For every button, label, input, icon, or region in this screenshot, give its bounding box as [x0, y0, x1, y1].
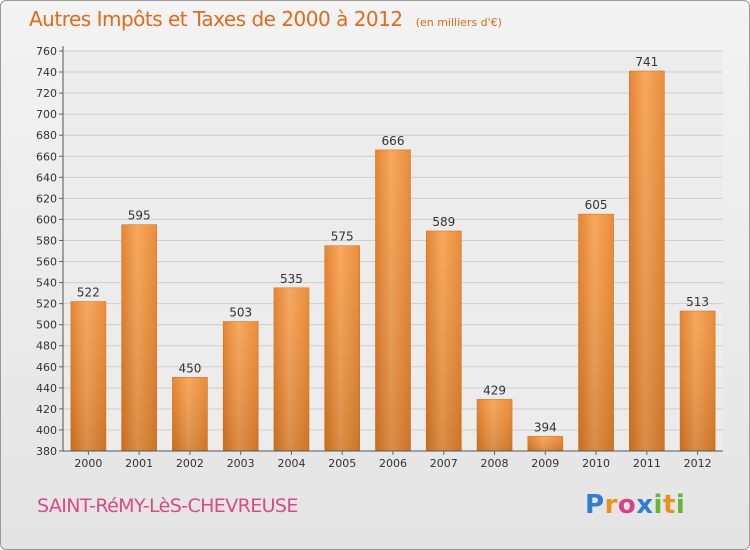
- bar-shade: [477, 399, 513, 451]
- bars: [70, 70, 716, 452]
- y-tick-label: 680: [36, 129, 57, 142]
- chart-title-row: Autres Impôts et Taxes de 2000 à 2012 (e…: [29, 7, 502, 31]
- bar-shade: [426, 231, 462, 451]
- bar-shade: [172, 377, 208, 451]
- data-label: 503: [229, 306, 252, 320]
- x-tick-label: 2000: [74, 457, 102, 470]
- bar-shade: [527, 436, 563, 451]
- y-tick-label: 520: [36, 298, 57, 311]
- x-tick-label: 2007: [430, 457, 458, 470]
- y-tick-label: 580: [36, 234, 57, 247]
- brand-logo: Proxiti: [585, 490, 685, 520]
- brand-letter: i: [675, 490, 686, 520]
- x-tick-label: 2002: [176, 457, 204, 470]
- data-label: 450: [178, 361, 201, 375]
- x-tick-label: 2006: [379, 457, 407, 470]
- chart-title: Autres Impôts et Taxes de 2000 à 2012: [29, 7, 403, 31]
- x-tick-label: 2011: [633, 457, 661, 470]
- brand-letter: t: [662, 490, 676, 520]
- x-tick-label: 2008: [481, 457, 509, 470]
- bar-shade: [223, 321, 259, 451]
- city-name: SAINT-RéMY-LèS-CHEVREUSE: [37, 495, 298, 517]
- bar-shade: [578, 214, 614, 451]
- y-tick-label: 500: [36, 319, 57, 332]
- y-tick-label: 380: [36, 445, 57, 458]
- y-tick-label: 700: [36, 108, 57, 121]
- data-label: 535: [280, 272, 303, 286]
- y-tick-labels: 380 400 420 440 460 480 500 520 540 560 580 600 620 6…: [36, 45, 57, 458]
- x-tick-label: 2009: [531, 457, 559, 470]
- bar-shade: [70, 301, 106, 451]
- y-tick-label: 740: [36, 66, 57, 79]
- bar-shade: [680, 311, 716, 451]
- brand-letter: r: [604, 490, 618, 520]
- data-label: 741: [635, 55, 658, 69]
- bar-shade: [324, 245, 360, 451]
- brand-letter: P: [585, 490, 605, 520]
- y-tick-label: 420: [36, 403, 57, 416]
- brand-letter: i: [653, 490, 663, 520]
- bar-shade: [375, 149, 411, 451]
- x-tick-labels: 2000 2001 2002 2003 2004 2005 2006 2007 2008 2009…: [74, 457, 711, 470]
- brand-letter: o: [617, 490, 637, 520]
- y-tick-label: 540: [36, 277, 57, 290]
- bar-shade: [273, 287, 309, 451]
- x-tick-label: 2003: [227, 457, 255, 470]
- x-tick-label: 2001: [125, 457, 153, 470]
- y-tick-label: 640: [36, 171, 57, 184]
- x-tick-label: 2012: [684, 457, 712, 470]
- data-label: 513: [686, 295, 709, 309]
- data-label: 595: [128, 209, 151, 223]
- y-tick-label: 720: [36, 87, 57, 100]
- y-tick-label: 460: [36, 361, 57, 374]
- x-tick-label: 2010: [582, 457, 610, 470]
- bar-shade: [629, 71, 665, 451]
- brand-letter: x: [636, 490, 654, 520]
- y-tick-label: 560: [36, 256, 57, 269]
- x-tick-label: 2005: [328, 457, 356, 470]
- x-tick-label: 2004: [277, 457, 305, 470]
- y-tick-label: 400: [36, 424, 57, 437]
- chart-unit-note: (en milliers d'€): [415, 16, 502, 29]
- y-tick-label: 600: [36, 213, 57, 226]
- y-tick-label: 760: [36, 45, 57, 58]
- data-label: 605: [585, 198, 608, 212]
- y-tick-label: 660: [36, 150, 57, 163]
- data-label: 429: [483, 383, 506, 397]
- data-label: 522: [77, 286, 100, 300]
- data-label: 575: [331, 230, 354, 244]
- data-label: 666: [382, 134, 405, 148]
- y-tick-label: 480: [36, 340, 57, 353]
- axes: [59, 46, 723, 455]
- data-label: 394: [534, 420, 557, 434]
- data-labels: 522 595 450 503 535 575 666 589 429 394 605 741 513: [77, 55, 709, 434]
- y-tick-label: 620: [36, 192, 57, 205]
- bar-shade: [121, 224, 157, 451]
- data-label: 589: [432, 215, 455, 229]
- y-tick-label: 440: [36, 382, 57, 395]
